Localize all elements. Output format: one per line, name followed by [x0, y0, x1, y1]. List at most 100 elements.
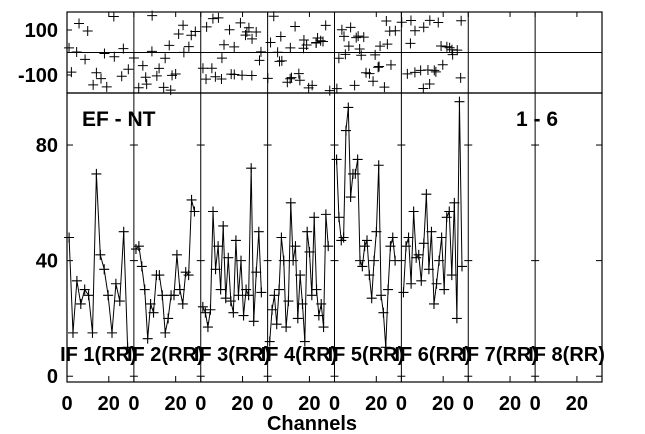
- phase-point: [99, 48, 110, 59]
- baseline-label: 1 - 6: [516, 108, 558, 131]
- phase-panel: 100 -100: [18, 10, 603, 96]
- phase-point: [390, 25, 401, 36]
- data-point: [79, 284, 90, 295]
- phase-point: [118, 43, 129, 54]
- phase-point: [229, 69, 240, 80]
- data-point: [366, 293, 377, 304]
- phase-point: [235, 17, 246, 28]
- data-point: [456, 261, 467, 272]
- phase-series-if-3: [197, 12, 266, 85]
- data-point: [340, 125, 351, 136]
- data-point: [359, 241, 370, 252]
- data-point: [369, 255, 380, 266]
- panel-label: IF 5(RR): [328, 344, 405, 366]
- phase-series-if-6: [396, 15, 467, 94]
- data-point: [357, 261, 368, 272]
- phase-point: [318, 36, 329, 47]
- x-tick-label: 0: [530, 393, 541, 415]
- phase-point: [429, 65, 440, 76]
- phase-point: [354, 43, 365, 54]
- data-point: [163, 313, 174, 324]
- phase-point: [173, 29, 184, 40]
- phase-point: [197, 63, 208, 74]
- data-point: [454, 96, 465, 107]
- panel-label: IF 6(RR): [394, 344, 471, 366]
- phase-point: [437, 59, 448, 70]
- data-point: [67, 327, 78, 338]
- phase-point: [229, 41, 240, 52]
- phase-point: [418, 83, 429, 94]
- phase-point: [358, 32, 369, 43]
- data-point: [331, 154, 342, 165]
- phase-series-if-1: [64, 11, 134, 92]
- phase-point: [405, 15, 416, 26]
- phase-point: [424, 15, 435, 26]
- phase-point: [331, 83, 342, 94]
- phase-point: [311, 38, 322, 49]
- x-tick-label: 0: [262, 393, 273, 415]
- data-point: [189, 206, 200, 217]
- data-point: [423, 264, 434, 275]
- data-point: [91, 168, 102, 179]
- data-point: [439, 284, 450, 295]
- phase-point: [247, 33, 258, 44]
- data-point: [271, 319, 282, 330]
- phase-point: [210, 71, 221, 82]
- phase-point: [382, 39, 393, 50]
- phase-point: [146, 46, 157, 57]
- data-point: [290, 241, 301, 252]
- data-point: [177, 298, 188, 309]
- phase-point: [338, 31, 349, 42]
- data-point: [434, 255, 445, 266]
- data-point: [444, 206, 455, 217]
- data-point: [436, 232, 447, 243]
- data-point: [218, 220, 229, 231]
- data-point: [103, 290, 114, 301]
- phase-point: [301, 39, 312, 50]
- phase-point: [364, 68, 375, 79]
- phase-point: [154, 63, 165, 74]
- phase-point: [276, 55, 287, 66]
- series-line: [336, 107, 396, 348]
- phase-point: [293, 68, 304, 79]
- panel-label: IF 2(RR): [127, 344, 204, 366]
- data-point: [139, 284, 150, 295]
- data-point: [451, 313, 462, 324]
- phase-point: [178, 20, 189, 31]
- data-point: [285, 197, 296, 208]
- phase-point: [190, 26, 201, 37]
- data-point: [64, 232, 75, 243]
- phase-point: [116, 71, 127, 82]
- phase-point: [436, 40, 447, 51]
- data-point: [136, 261, 147, 272]
- data-point: [202, 322, 213, 333]
- data-point: [171, 249, 182, 260]
- panel-label: IF 8(RR): [528, 344, 605, 366]
- y-tick-label: 80: [36, 135, 58, 157]
- data-point: [373, 160, 384, 171]
- phase-point: [320, 20, 331, 31]
- data-point: [390, 255, 401, 266]
- data-point: [142, 333, 153, 344]
- data-point: [253, 226, 264, 237]
- y-tick-label: 40: [36, 251, 58, 273]
- series-if-2: [130, 194, 200, 344]
- series-line: [269, 202, 329, 342]
- data-point: [213, 241, 224, 252]
- x-tick-label: 20: [231, 393, 253, 415]
- series-if-5: [331, 102, 401, 353]
- series-line: [402, 101, 463, 319]
- phase-point: [353, 31, 364, 42]
- phase-point: [201, 21, 212, 32]
- phase-point: [381, 16, 392, 27]
- data-point: [269, 290, 280, 301]
- phase-point: [452, 45, 463, 56]
- phase-point: [80, 54, 91, 65]
- phase-point: [213, 12, 224, 23]
- data-point: [133, 241, 144, 252]
- data-point: [313, 310, 324, 321]
- phase-point: [183, 41, 194, 52]
- x-tick-label: 20: [298, 393, 320, 415]
- phase-point: [402, 68, 413, 79]
- phase-point: [447, 49, 458, 60]
